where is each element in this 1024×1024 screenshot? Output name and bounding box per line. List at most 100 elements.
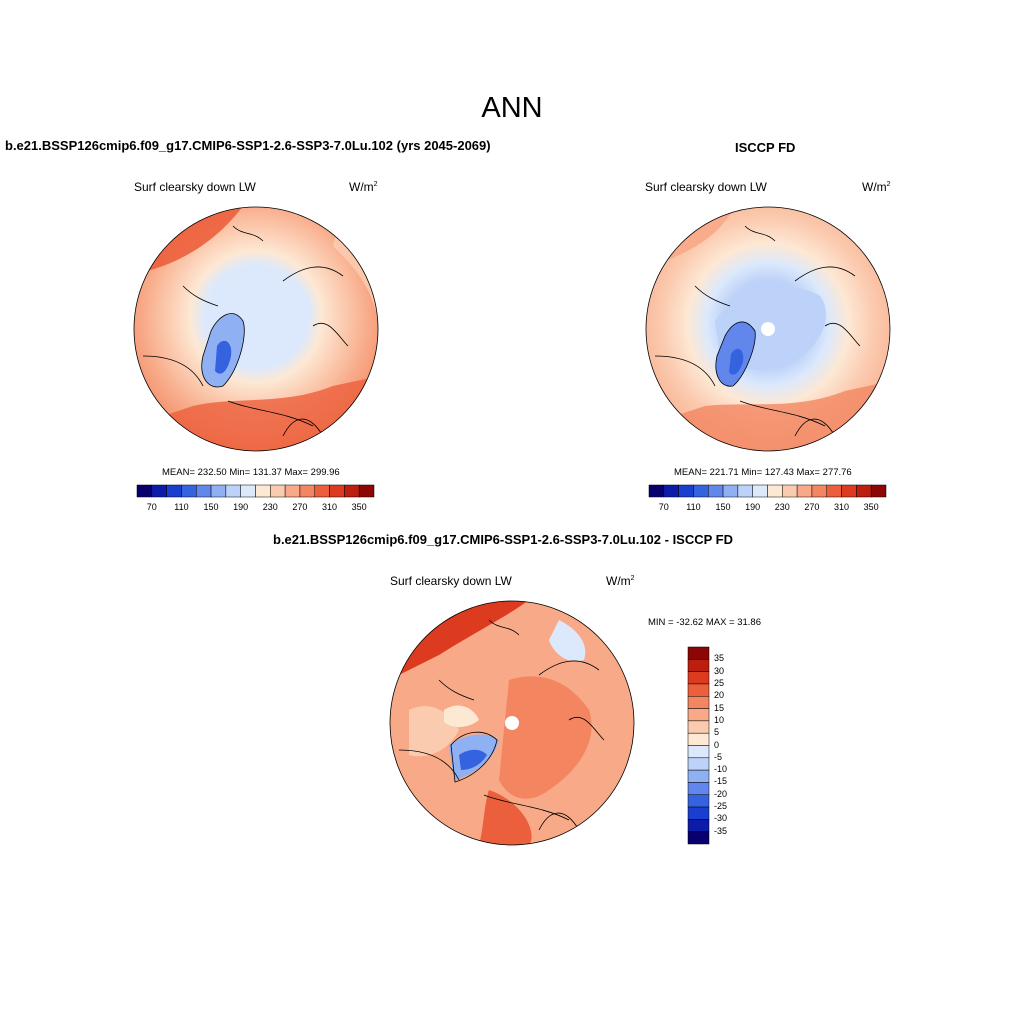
colorbar-swatch bbox=[767, 484, 783, 498]
colorbar-tick-label: -25 bbox=[714, 801, 728, 812]
colorbar-tick-label: -10 bbox=[714, 764, 728, 775]
colorbar-tick-label: -35 bbox=[714, 825, 728, 836]
colorbar-swatch bbox=[687, 732, 710, 746]
colorbar-swatch bbox=[752, 484, 768, 498]
model-polar-map bbox=[133, 206, 379, 452]
colorbar-swatch bbox=[166, 484, 182, 498]
colorbar-swatch bbox=[782, 484, 798, 498]
colorbar-swatch bbox=[299, 484, 315, 498]
colorbar-swatch bbox=[687, 659, 710, 672]
obs-variable-label: Surf clearsky down LW bbox=[645, 180, 767, 194]
colorbar-swatch bbox=[693, 484, 709, 498]
diff-polar-map bbox=[389, 600, 635, 846]
colorbar-swatch bbox=[687, 745, 710, 759]
colorbar-swatch bbox=[687, 671, 710, 685]
colorbar-swatch bbox=[225, 484, 241, 498]
colorbar-swatch bbox=[687, 819, 710, 832]
model-units-label: W/m2 bbox=[349, 180, 378, 194]
colorbar-swatch bbox=[329, 484, 345, 498]
colorbar-swatch bbox=[344, 484, 360, 498]
diff-stats: MIN = -32.62 MAX = 31.86 bbox=[648, 617, 762, 628]
colorbar-swatch bbox=[796, 484, 813, 498]
colorbar-tick-label: 70 bbox=[146, 502, 157, 512]
obs-colorbar-labels: 70 110 150 190 230 270 310 350 bbox=[649, 502, 886, 514]
colorbar-tick-label: 25 bbox=[714, 677, 725, 688]
colorbar-swatch bbox=[687, 720, 710, 734]
colorbar-tick-label: 350 bbox=[351, 502, 367, 512]
colorbar-swatch bbox=[870, 484, 887, 498]
colorbar-swatch bbox=[687, 831, 710, 845]
colorbar-swatch bbox=[687, 757, 710, 771]
colorbar-tick-label: 270 bbox=[292, 502, 308, 512]
colorbar-tick-label: 110 bbox=[174, 502, 189, 512]
colorbar-tick-label: 310 bbox=[834, 502, 850, 512]
colorbar-swatch bbox=[687, 782, 710, 795]
obs-stats: MEAN= 221.71 Min= 127.43 Max= 277.76 bbox=[674, 467, 852, 478]
colorbar-tick-label: 10 bbox=[714, 714, 725, 725]
colorbar-tick-label: 270 bbox=[804, 502, 820, 512]
diff-units-label: W/m2 bbox=[606, 574, 635, 588]
model-colorbar-labels: 70 110 150 190 230 270 310 350 bbox=[137, 502, 374, 514]
colorbar-swatch bbox=[722, 484, 739, 498]
colorbar-swatch bbox=[270, 484, 286, 498]
model-panel-title: b.e21.BSSP126cmip6.f09_g17.CMIP6-SSP1-2.… bbox=[5, 138, 491, 153]
colorbar-swatch bbox=[240, 484, 256, 498]
colorbar-tick-label: 110 bbox=[686, 502, 701, 512]
model-variable-label: Surf clearsky down LW bbox=[134, 180, 256, 194]
diff-colorbar bbox=[687, 646, 710, 845]
colorbar-tick-label: 30 bbox=[714, 665, 725, 676]
obs-polar-map bbox=[645, 206, 891, 452]
model-colorbar bbox=[136, 484, 375, 498]
colorbar-swatch bbox=[856, 484, 872, 498]
colorbar-tick-label: -5 bbox=[714, 751, 723, 762]
diff-colorbar-labels: 35 30 25 20 15 10 5 0 -5 -10 -15 -20 -25 -30 -35 bbox=[714, 647, 754, 844]
colorbar-swatch bbox=[136, 484, 153, 498]
colorbar-tick-label: 350 bbox=[863, 502, 879, 512]
colorbar-tick-label: 15 bbox=[714, 702, 725, 713]
colorbar-tick-label: 150 bbox=[203, 502, 219, 512]
colorbar-swatch bbox=[648, 484, 665, 498]
obs-units-label: W/m2 bbox=[862, 180, 891, 194]
colorbar-swatch bbox=[284, 484, 301, 498]
colorbar-tick-label: 0 bbox=[714, 739, 720, 750]
colorbar-swatch bbox=[358, 484, 375, 498]
colorbar-tick-label: 230 bbox=[262, 502, 278, 512]
colorbar-swatch bbox=[687, 806, 710, 820]
colorbar-tick-label: -20 bbox=[714, 788, 728, 799]
colorbar-swatch bbox=[826, 484, 842, 498]
colorbar-swatch bbox=[687, 769, 710, 783]
colorbar-tick-label: 190 bbox=[745, 502, 761, 512]
colorbar-swatch bbox=[811, 484, 827, 498]
colorbar-swatch bbox=[210, 484, 227, 498]
colorbar-tick-label: -30 bbox=[714, 813, 728, 824]
colorbar-swatch bbox=[687, 696, 710, 709]
obs-colorbar bbox=[648, 484, 887, 498]
colorbar-swatch bbox=[841, 484, 857, 498]
model-stats: MEAN= 232.50 Min= 131.37 Max= 299.96 bbox=[162, 467, 340, 478]
colorbar-swatch bbox=[708, 484, 724, 498]
colorbar-swatch bbox=[687, 708, 710, 722]
colorbar-tick-label: 35 bbox=[714, 653, 725, 664]
colorbar-swatch bbox=[181, 484, 197, 498]
colorbar-tick-label: -15 bbox=[714, 776, 728, 787]
colorbar-swatch bbox=[687, 794, 710, 808]
colorbar-tick-label: 230 bbox=[774, 502, 790, 512]
main-title: ANN bbox=[481, 92, 543, 124]
colorbar-tick-label: 150 bbox=[715, 502, 731, 512]
colorbar-swatch bbox=[151, 484, 167, 498]
colorbar-tick-label: 310 bbox=[322, 502, 338, 512]
diff-panel-title: b.e21.BSSP126cmip6.f09_g17.CMIP6-SSP1-2.… bbox=[273, 532, 734, 547]
colorbar-swatch bbox=[255, 484, 271, 498]
diff-variable-label: Surf clearsky down LW bbox=[390, 574, 512, 588]
colorbar-tick-label: 20 bbox=[714, 690, 725, 701]
colorbar-swatch bbox=[687, 683, 710, 697]
obs-panel-title: ISCCP FD bbox=[735, 140, 796, 155]
colorbar-tick-label: 70 bbox=[658, 502, 669, 512]
colorbar-swatch bbox=[196, 484, 212, 498]
colorbar-swatch bbox=[314, 484, 330, 498]
colorbar-swatch bbox=[678, 484, 694, 498]
colorbar-tick-label: 190 bbox=[233, 502, 249, 512]
colorbar-swatch bbox=[687, 646, 710, 660]
colorbar-swatch bbox=[737, 484, 753, 498]
colorbar-swatch bbox=[663, 484, 679, 498]
